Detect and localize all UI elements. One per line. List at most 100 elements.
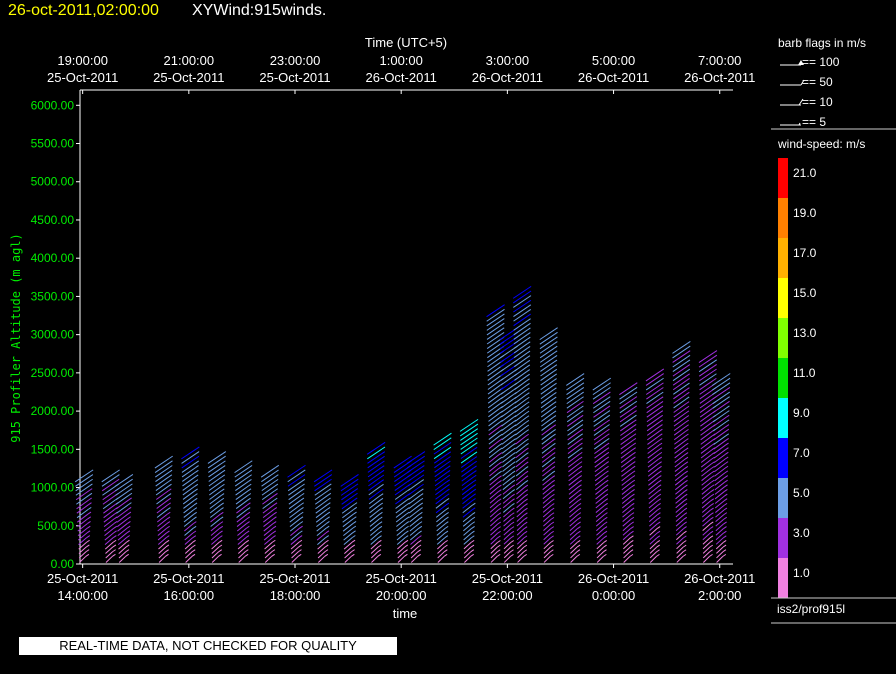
x-tick-date: 25-Oct-2011	[259, 571, 330, 586]
wind-barb-flag	[578, 465, 583, 469]
wind-barb-flag	[630, 540, 634, 543]
wind-barb	[596, 523, 605, 532]
wind-barb-flag	[659, 428, 663, 432]
wind-barb	[489, 486, 499, 495]
wind-barb-flag	[274, 483, 279, 487]
wind-barb	[367, 448, 383, 460]
wind-barb-flag	[726, 382, 731, 386]
wind-barb	[700, 454, 713, 463]
wind-barb-flag	[710, 512, 714, 516]
wind-barb-flag	[510, 526, 515, 530]
wind-barb	[568, 477, 580, 486]
wind-barb-flag	[629, 553, 634, 557]
y-tick-label: 3500.00	[31, 289, 75, 303]
wind-barb	[674, 463, 686, 472]
wind-barb-flag	[474, 423, 479, 427]
wind-barb-flag	[418, 516, 423, 520]
wind-barb-flag	[381, 446, 386, 450]
wind-barb-flag	[444, 525, 449, 529]
wind-barb-flag	[192, 525, 197, 529]
wind-barb	[435, 500, 447, 509]
wind-barb-flag	[525, 424, 530, 428]
wind-barb-flag	[169, 465, 173, 468]
wind-barb	[570, 546, 578, 554]
wind-barb	[314, 476, 330, 487]
wind-barb-flag	[379, 497, 384, 501]
wind-barb	[184, 527, 194, 536]
wind-barb	[488, 458, 500, 468]
wind-barb-flag	[683, 530, 687, 534]
wind-barb	[235, 495, 249, 505]
wind-barb-flag	[274, 493, 278, 496]
wind-barb	[712, 412, 727, 423]
wind-barb-flag	[604, 498, 609, 502]
wind-barb	[675, 505, 685, 513]
wind-barb-flag	[222, 451, 227, 454]
wind-barb-flag	[510, 544, 514, 548]
wind-barb-flag	[526, 350, 531, 354]
wind-barb	[77, 532, 88, 541]
wind-barb	[489, 505, 499, 513]
wind-barb	[409, 513, 420, 523]
wind-barb-flag	[497, 503, 502, 506]
wind-barb	[646, 393, 661, 405]
wind-barb	[539, 333, 555, 345]
wind-barb	[516, 509, 525, 518]
wind-barb-flag	[421, 465, 425, 468]
wind-barb-flag	[552, 415, 557, 418]
wind-barb-flag	[512, 438, 516, 442]
wind-barb	[673, 426, 686, 436]
wind-barb	[540, 375, 555, 386]
wind-barb-flag	[274, 488, 278, 492]
wind-barb	[700, 417, 713, 427]
wind-barb-flag	[605, 442, 610, 446]
wind-barb-flag	[580, 405, 584, 409]
wind-barb	[570, 551, 578, 559]
wind-barb	[316, 523, 327, 532]
wind-barb-flag	[473, 470, 477, 473]
wind-barb-flag	[578, 484, 582, 488]
wind-barb-flag	[603, 540, 608, 543]
wind-barb	[263, 513, 274, 523]
wind-barb	[702, 528, 711, 536]
wind-barb	[74, 471, 91, 483]
wind-barb-flag	[195, 455, 200, 459]
wind-barb-flag	[511, 493, 515, 497]
wind-barb	[594, 463, 606, 473]
wind-barb-flag	[713, 350, 718, 353]
wind-barb-flag	[658, 447, 663, 451]
wind-barb	[672, 370, 688, 382]
wind-barb	[208, 481, 222, 491]
wind-barb-flag	[419, 507, 423, 511]
wind-barb-flag	[165, 539, 170, 543]
wind-barb	[487, 398, 501, 409]
wind-barb	[102, 490, 117, 501]
wind-barb-flag	[380, 483, 384, 487]
wind-barb-flag	[351, 539, 356, 543]
wind-barb	[649, 551, 657, 559]
wind-barb	[541, 454, 553, 463]
header-date: 26-oct-2011,02:00:00	[8, 2, 159, 19]
wind-barb-flag	[168, 479, 172, 482]
wind-barb-flag	[659, 410, 664, 414]
wind-barb	[543, 546, 551, 554]
wind-barb	[409, 509, 420, 518]
wind-barb-flag	[606, 424, 610, 427]
wind-barb	[701, 463, 712, 473]
wind-barb	[647, 440, 660, 450]
wind-barb-flag	[421, 455, 425, 459]
wind-barb	[488, 408, 501, 418]
wind-barb	[342, 513, 354, 523]
wind-barb	[620, 444, 634, 455]
wind-barb	[77, 518, 89, 528]
wind-barb-flag	[632, 456, 636, 460]
x-tick-date: 26-Oct-2011	[578, 571, 649, 586]
wind-barb	[182, 476, 196, 487]
barb-legend-label: == 50	[802, 75, 833, 89]
wind-barb-flag	[550, 503, 555, 506]
y-tick-label: 1000.00	[31, 481, 75, 495]
wind-barb	[675, 491, 685, 500]
wind-barb-flag	[273, 502, 278, 506]
wind-barb-flag	[605, 456, 610, 460]
wind-barb	[210, 518, 221, 527]
